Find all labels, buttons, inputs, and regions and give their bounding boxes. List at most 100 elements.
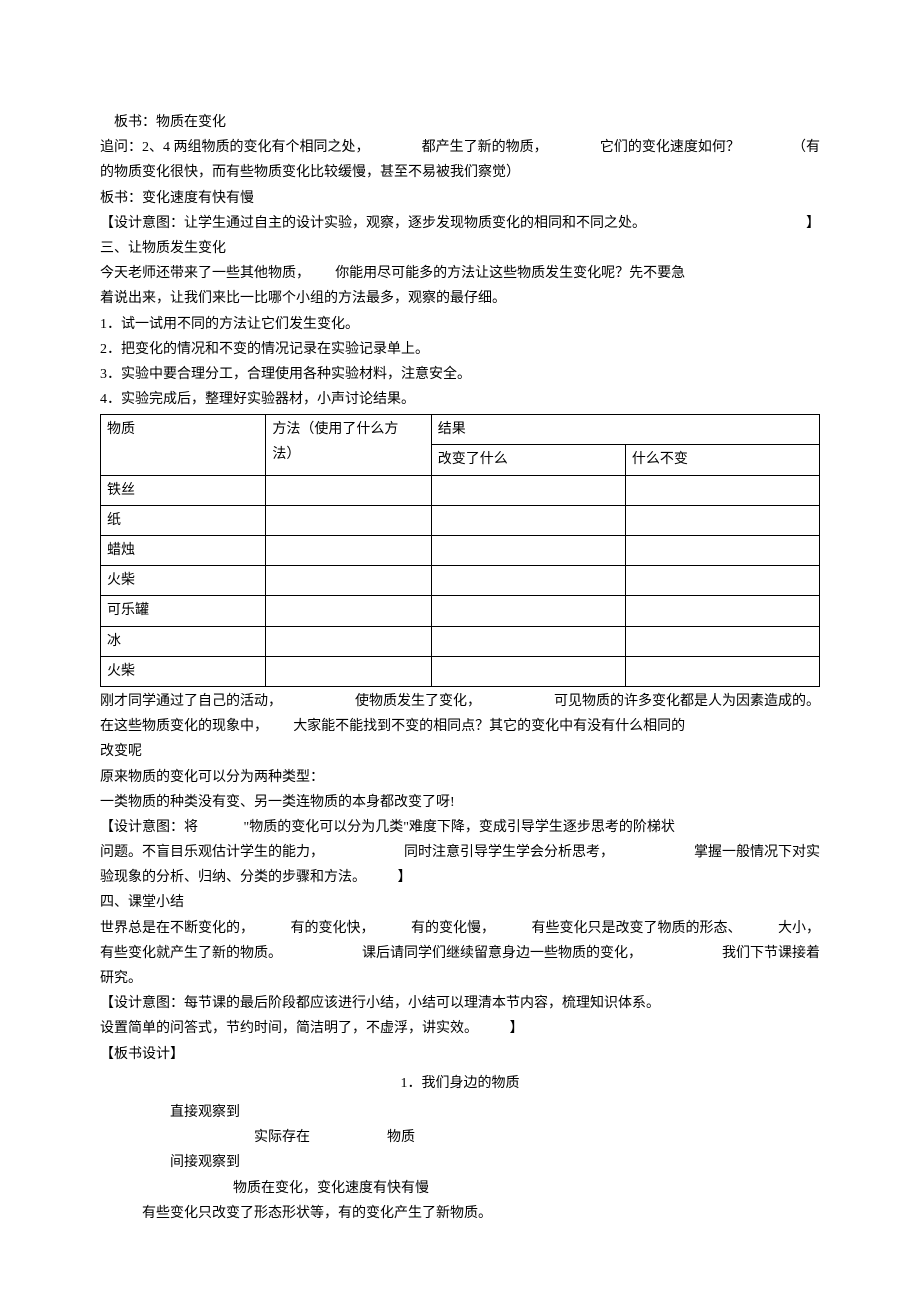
text: 直接观察到 — [170, 1105, 240, 1120]
cell-material: 铁丝 — [101, 475, 266, 505]
summary-line1: 世界总是在不断变化的， 有的变化快， 有的变化慢， 有些变化只是改变了物质的形态… — [100, 916, 820, 941]
board-design-row-4: 物质在变化，变化速度有快有慢 — [100, 1176, 820, 1201]
text: 3．实验中要合理分工，合理使用各种实验材料，注意安全。 — [100, 367, 471, 382]
table-row: 蜡烛 — [101, 536, 820, 566]
text-seg: 【设计意图：将 — [100, 815, 198, 840]
list-item-3: 3．实验中要合理分工，合理使用各种实验材料，注意安全。 — [100, 362, 820, 387]
text: 物质在变化，变化速度有快有慢 — [233, 1181, 429, 1196]
cell-material: 火柴 — [101, 566, 266, 596]
text-seg: 追问：2、4 两组物质的变化有个相同之处， — [100, 135, 370, 160]
text: 板书：变化速度有快有慢 — [100, 191, 254, 206]
text: 验现象的分析、归纳、分类的步骤和方法。 — [100, 870, 366, 885]
cell-changed — [431, 505, 625, 535]
list-item-2: 2．把变化的情况和不变的情况记录在实验记录单上。 — [100, 337, 820, 362]
list-item-4: 4．实验完成后，整理好实验器材，小声讨论结果。 — [100, 387, 820, 412]
cell-method — [266, 656, 431, 686]
text: 法） — [272, 447, 300, 462]
text: 物质 — [387, 1130, 415, 1145]
text-seg: 有些变化只是改变了物质的形态、 — [532, 916, 742, 941]
cell-material: 冰 — [101, 626, 266, 656]
text-seg: 有的变化快， — [291, 916, 375, 941]
cell-material: 纸 — [101, 505, 266, 535]
design-intent-2-line2: 问题。不盲目乐观估计学生的能力， 同时注意引导学生学会分析思考， 掌握一般情况下… — [100, 840, 820, 865]
text-seg: 刚才同学通过了自己的活动， — [100, 689, 282, 714]
text-seg: 可见物质的许多变化都是人为因素造成的。 — [554, 689, 820, 714]
text-seg: "物质的变化可以分为几类"难度下降，变成引导学生逐步思考的阶梯状 — [244, 815, 675, 840]
col-header-changed: 改变了什么 — [431, 445, 625, 475]
cell-unchanged — [625, 596, 819, 626]
text: 着说出来，让我们来比一比哪个小组的方法最多，观察的最仔细。 — [100, 291, 506, 306]
text: 【设计意图：让学生通过自主的设计实验，观察，逐步发现物质变化的相同和不同之处。 — [100, 211, 646, 236]
board-design-row-3: 间接观察到 — [100, 1150, 820, 1175]
board-design-row-1: 直接观察到 — [100, 1100, 820, 1125]
cell-unchanged — [625, 505, 819, 535]
table-header-row-1: 物质 方法（使用了什么方 法） 结果 — [101, 415, 820, 445]
after-table-line2: 在这些物质变化的现象中， 大家能不能找到不变的相同点？其它的变化中有没有什么相同… — [100, 714, 820, 739]
cell-method — [266, 626, 431, 656]
text-seg: 都产生了新的物质， — [422, 135, 548, 160]
text-seg: 同时注意引导学生学会分析思考， — [404, 840, 614, 865]
board-note-2: 板书：变化速度有快有慢 — [100, 186, 820, 211]
cell-unchanged — [625, 656, 819, 686]
followup-question-line2: 的物质变化很快，而有些物质变化比较缓慢，甚至不易被我们察觉） — [100, 160, 820, 185]
text: 【设计意图：每节课的最后阶段都应该进行小结，小结可以理清本节内容，梳理知识体系。 — [100, 996, 660, 1011]
text-seg: 问题。不盲目乐观估计学生的能力， — [100, 840, 324, 865]
text: 4．实验完成后，整理好实验器材，小声讨论结果。 — [100, 392, 415, 407]
cell-unchanged — [625, 626, 819, 656]
text-seg: 课后请同学们继续留意身边一些物质的变化， — [362, 941, 642, 966]
text: 一类物质的种类没有变、另一类连物质的本身都改变了呀! — [100, 795, 455, 810]
table-row: 可乐罐 — [101, 596, 820, 626]
text-seg: 我们下节课接着 — [722, 941, 820, 966]
table-row: 火柴 — [101, 656, 820, 686]
design-intent-2-line3: 验现象的分析、归纳、分类的步骤和方法。 】 — [100, 865, 820, 890]
board-design-heading: 【板书设计】 — [100, 1042, 820, 1067]
text-seg: 有的变化慢， — [411, 916, 495, 941]
cell-unchanged — [625, 536, 819, 566]
text-seg: 使物质发生了变化， — [355, 689, 481, 714]
col-header-method: 方法（使用了什么方 法） — [266, 415, 431, 475]
bracket-close: 】 — [398, 870, 412, 885]
col-header-result: 结果 — [431, 415, 819, 445]
text: 间接观察到 — [170, 1155, 240, 1170]
cell-method — [266, 596, 431, 626]
text: 改变呢 — [100, 744, 142, 759]
table-row: 铁丝 — [101, 475, 820, 505]
cell-changed — [431, 475, 625, 505]
text: 方法（使用了什么方 — [272, 422, 398, 437]
text: 1．我们身边的物质 — [401, 1076, 520, 1091]
cell-method — [266, 536, 431, 566]
text: 三、让物质发生变化 — [100, 241, 226, 256]
cell-changed — [431, 566, 625, 596]
cell-material: 可乐罐 — [101, 596, 266, 626]
design-intent-1: 【设计意图：让学生通过自主的设计实验，观察，逐步发现物质变化的相同和不同之处。 … — [100, 211, 820, 236]
after-table-line3: 改变呢 — [100, 739, 820, 764]
text-seg: 大家能不能找到不变的相同点？其它的变化中有没有什么相同的 — [293, 714, 685, 739]
table-row: 火柴 — [101, 566, 820, 596]
experiment-table: 物质 方法（使用了什么方 法） 结果 改变了什么 什么不变 铁丝 纸 蜡烛 火柴… — [100, 414, 820, 687]
design-intent-3-line2: 设置简单的问答式，节约时间，简洁明了，不虚浮，讲实效。 】 — [100, 1016, 820, 1041]
cell-changed — [431, 656, 625, 686]
design-intent-2-line1: 【设计意图：将 "物质的变化可以分为几类"难度下降，变成引导学生逐步思考的阶梯状 — [100, 815, 820, 840]
list-item-1: 1．试一试用不同的方法让它们发生变化。 — [100, 312, 820, 337]
cell-changed — [431, 536, 625, 566]
text-seg: 你能用尽可能多的方法让这些物质发生变化呢？先不要急 — [335, 261, 685, 286]
two-types-desc: 一类物质的种类没有变、另一类连物质的本身都改变了呀! — [100, 790, 820, 815]
board-design-title: 1．我们身边的物质 — [100, 1071, 820, 1096]
board-design-row-2: 实际存在 物质 — [100, 1125, 820, 1150]
cell-unchanged — [625, 475, 819, 505]
text: 1．试一试用不同的方法让它们发生变化。 — [100, 317, 359, 332]
design-intent-3-line1: 【设计意图：每节课的最后阶段都应该进行小结，小结可以理清本节内容，梳理知识体系。 — [100, 991, 820, 1016]
text: 【板书设计】 — [100, 1047, 184, 1062]
text-seg: 有些变化就产生了新的物质。 — [100, 941, 282, 966]
cell-changed — [431, 626, 625, 656]
summary-line2: 有些变化就产生了新的物质。 课后请同学们继续留意身边一些物质的变化， 我们下节课… — [100, 941, 820, 966]
bracket-close: 】 — [806, 211, 820, 236]
text: 板书：物质在变化 — [114, 115, 226, 130]
col-header-material: 物质 — [101, 415, 266, 475]
section-4-heading: 四、课堂小结 — [100, 890, 820, 915]
text: 四、课堂小结 — [100, 895, 184, 910]
section-3-intro-line2: 着说出来，让我们来比一比哪个小组的方法最多，观察的最仔细。 — [100, 286, 820, 311]
text: 的物质变化很快，而有些物质变化比较缓慢，甚至不易被我们察觉） — [100, 165, 520, 180]
text: 有些变化只改变了形态形状等，有的变化产生了新物质。 — [142, 1206, 492, 1221]
cell-material: 蜡烛 — [101, 536, 266, 566]
